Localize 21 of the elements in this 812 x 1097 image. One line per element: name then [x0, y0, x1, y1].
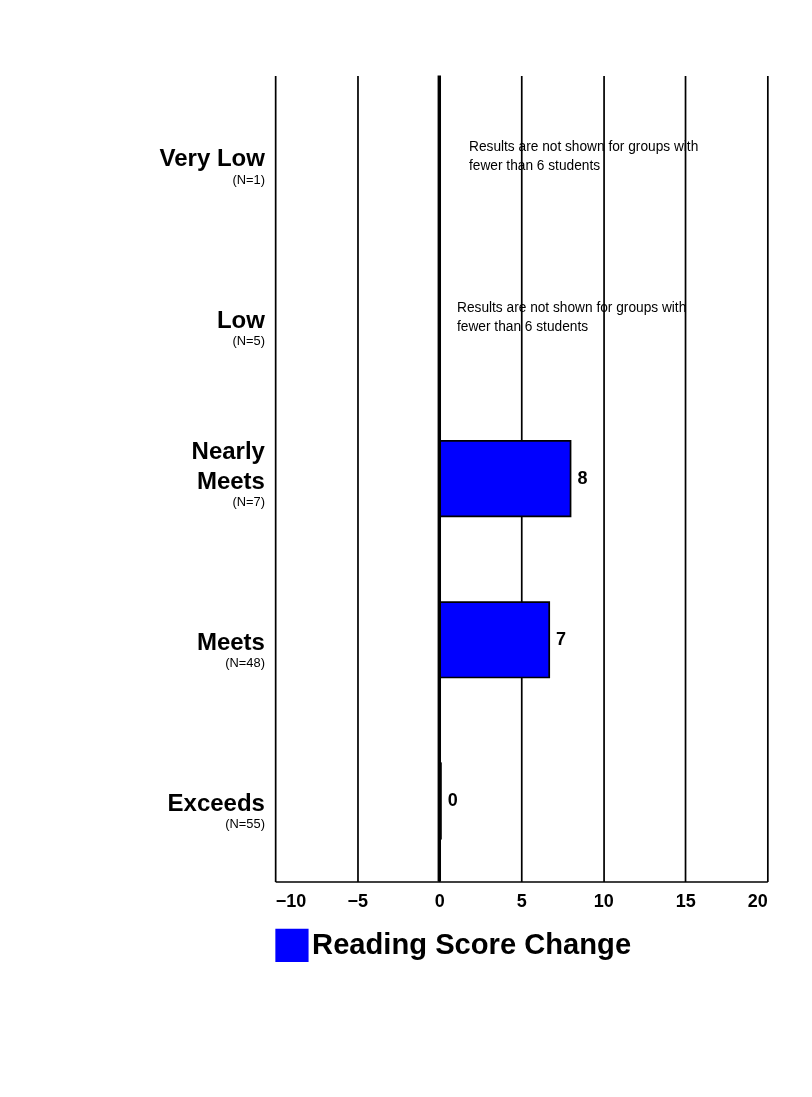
data-label: 7	[556, 628, 567, 649]
data-label: 0	[447, 790, 458, 811]
text: (N=7)	[232, 494, 265, 509]
x-tick-label: 0	[434, 890, 445, 911]
x-tick-label: 10	[593, 890, 614, 911]
y-tick-label: Very Low	[159, 144, 266, 172]
x-tick-label: 5	[516, 890, 527, 911]
y-tick-label: Nearly Meets	[191, 436, 266, 494]
x-tick-label: 20	[747, 890, 768, 911]
y-tick-label: Low	[216, 305, 266, 333]
text: (N=48)	[225, 655, 265, 671]
text: (N=1)	[232, 171, 265, 187]
y-tick-label: Meets	[196, 628, 265, 656]
y-tick-label: Exceeds	[167, 789, 265, 817]
data-label: 8	[577, 467, 588, 488]
x-tick-label: 15	[675, 890, 696, 911]
legend-label: Reading Score Change	[312, 928, 632, 961]
x-tick-label: −5	[347, 890, 368, 911]
text: (N=5)	[232, 332, 265, 348]
x-tick-label: −10	[275, 890, 307, 911]
text: (N=55)	[225, 816, 265, 832]
